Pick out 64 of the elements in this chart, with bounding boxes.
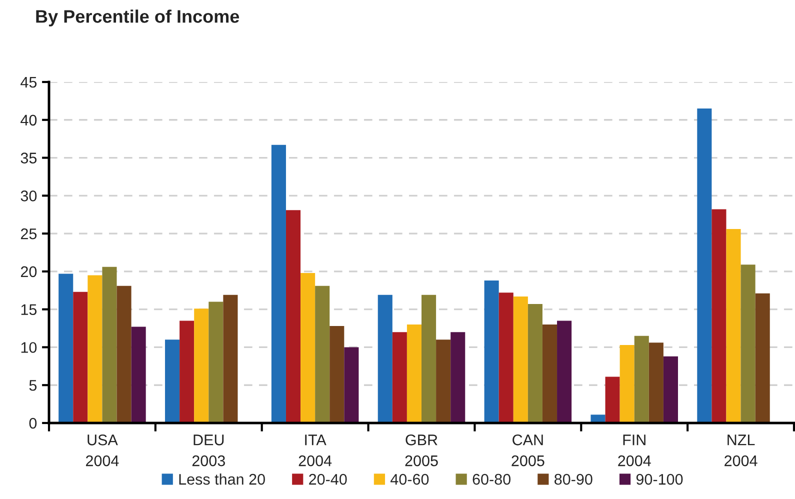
- y-tick-label: 0: [29, 418, 37, 429]
- bar: [590, 414, 606, 423]
- legend-label: 60-80: [472, 474, 510, 485]
- bar: [498, 292, 514, 423]
- bar: [557, 320, 572, 423]
- y-tick-label: 45: [20, 77, 37, 88]
- bar: [116, 286, 132, 423]
- bar: [740, 264, 756, 423]
- bar: [73, 292, 88, 423]
- bar: [102, 266, 117, 423]
- bar: [300, 272, 316, 423]
- bar: [392, 332, 407, 423]
- y-tick-label: 15: [21, 304, 37, 316]
- y-tick-label: 40: [20, 114, 37, 126]
- bar: [194, 308, 209, 423]
- bar: [605, 376, 620, 423]
- bar: [542, 324, 558, 423]
- bar: [436, 340, 451, 423]
- chart-title: By Percentile of Income: [36, 10, 240, 26]
- bar: [634, 336, 649, 423]
- x-tick-label: DEU 2003: [192, 434, 225, 466]
- legend-label: Less than 20: [179, 474, 265, 485]
- x-tick-label: GBR 2005: [405, 434, 438, 466]
- bar: [208, 302, 224, 423]
- y-tick-label: 25: [20, 228, 37, 240]
- x-tick-label: NZL 2004: [724, 434, 758, 466]
- bar: [344, 347, 359, 423]
- bar: [528, 304, 542, 423]
- bar: [755, 293, 770, 423]
- bar: [378, 294, 392, 423]
- y-tick-label: 20: [20, 266, 37, 278]
- bar: [286, 210, 301, 423]
- bar: [648, 342, 664, 423]
- bar: [726, 229, 741, 423]
- bar: [484, 280, 499, 423]
- bar: [663, 356, 678, 423]
- bar: [271, 144, 286, 423]
- bar: [712, 209, 726, 423]
- bar: [180, 320, 194, 423]
- bar: [58, 274, 74, 423]
- x-tick-label: USA 2004: [86, 434, 119, 466]
- bar: [450, 332, 466, 423]
- y-tick-label: 10: [21, 342, 37, 353]
- bar: [406, 324, 422, 423]
- bar: [513, 296, 528, 423]
- x-tick-label: ITA 2004: [298, 434, 332, 466]
- bar: [315, 286, 330, 423]
- legend-label: 40-60: [390, 474, 429, 485]
- y-tick-label: 35: [20, 152, 37, 164]
- bar: [422, 294, 436, 423]
- bar: [697, 108, 712, 423]
- legend-label: 80-90: [554, 474, 592, 485]
- x-tick-label: FIN 2004: [618, 434, 651, 466]
- x-tick-label: CAN 2005: [512, 434, 544, 466]
- bar: [165, 340, 180, 423]
- bar: [330, 326, 344, 423]
- bar: [131, 326, 146, 423]
- y-tick-label: 30: [20, 190, 37, 202]
- legend-label: 90-100: [636, 474, 683, 485]
- bar: [620, 344, 634, 423]
- legend-label: 20-40: [309, 474, 347, 485]
- bar: [88, 275, 102, 423]
- bar: [223, 294, 238, 423]
- y-tick-label: 5: [29, 380, 37, 391]
